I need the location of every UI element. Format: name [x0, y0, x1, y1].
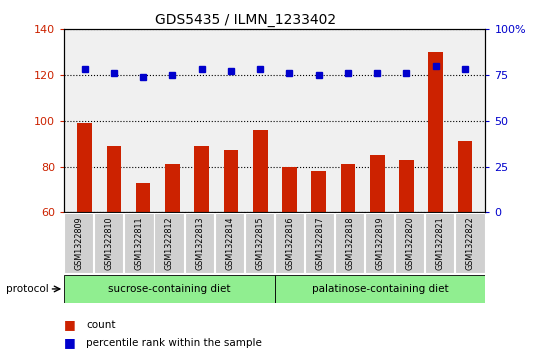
Bar	[311, 171, 326, 350]
Bar	[335, 213, 364, 273]
Bar	[155, 213, 184, 273]
Text: ■: ■	[64, 318, 76, 331]
Text: GSM1322821: GSM1322821	[436, 216, 445, 270]
Bar	[425, 213, 454, 273]
Bar	[194, 146, 209, 350]
Bar	[64, 276, 275, 302]
Text: count: count	[86, 320, 116, 330]
Bar	[64, 213, 93, 273]
Text: GSM1322810: GSM1322810	[105, 216, 114, 270]
Bar	[78, 123, 92, 350]
Bar	[136, 183, 151, 350]
Bar	[455, 213, 484, 273]
Text: GSM1322819: GSM1322819	[376, 216, 384, 270]
Bar	[429, 52, 443, 350]
Bar	[107, 146, 121, 350]
Text: GSM1322822: GSM1322822	[466, 216, 475, 270]
Text: GSM1322811: GSM1322811	[135, 216, 144, 270]
Text: GSM1322816: GSM1322816	[285, 216, 295, 270]
Bar	[370, 155, 384, 350]
Bar	[365, 213, 395, 273]
Bar	[399, 160, 414, 350]
Bar	[340, 164, 355, 350]
Text: GDS5435 / ILMN_1233402: GDS5435 / ILMN_1233402	[155, 13, 336, 27]
Text: sucrose-containing diet: sucrose-containing diet	[108, 284, 231, 294]
Text: GSM1322812: GSM1322812	[165, 216, 174, 270]
Bar	[245, 213, 274, 273]
Text: ■: ■	[64, 337, 76, 350]
Bar	[94, 213, 123, 273]
Bar	[458, 141, 472, 350]
Text: GSM1322818: GSM1322818	[345, 216, 354, 270]
Bar	[305, 213, 334, 273]
Text: protocol: protocol	[6, 284, 49, 294]
Text: GSM1322815: GSM1322815	[255, 216, 264, 270]
Text: GSM1322809: GSM1322809	[75, 216, 84, 270]
Text: palatinose-containing diet: palatinose-containing diet	[312, 284, 449, 294]
Bar	[275, 276, 485, 302]
Text: GSM1322814: GSM1322814	[225, 216, 234, 270]
Text: GSM1322817: GSM1322817	[315, 216, 324, 270]
Text: percentile rank within the sample: percentile rank within the sample	[86, 338, 262, 348]
Bar	[224, 151, 238, 350]
Bar	[165, 164, 180, 350]
Text: GSM1322820: GSM1322820	[406, 216, 415, 270]
Bar	[395, 213, 425, 273]
Bar	[253, 130, 267, 350]
Bar	[215, 213, 244, 273]
Bar	[275, 213, 304, 273]
Bar	[124, 213, 153, 273]
Text: GSM1322813: GSM1322813	[195, 216, 204, 270]
Bar	[282, 167, 297, 350]
Bar	[185, 213, 214, 273]
